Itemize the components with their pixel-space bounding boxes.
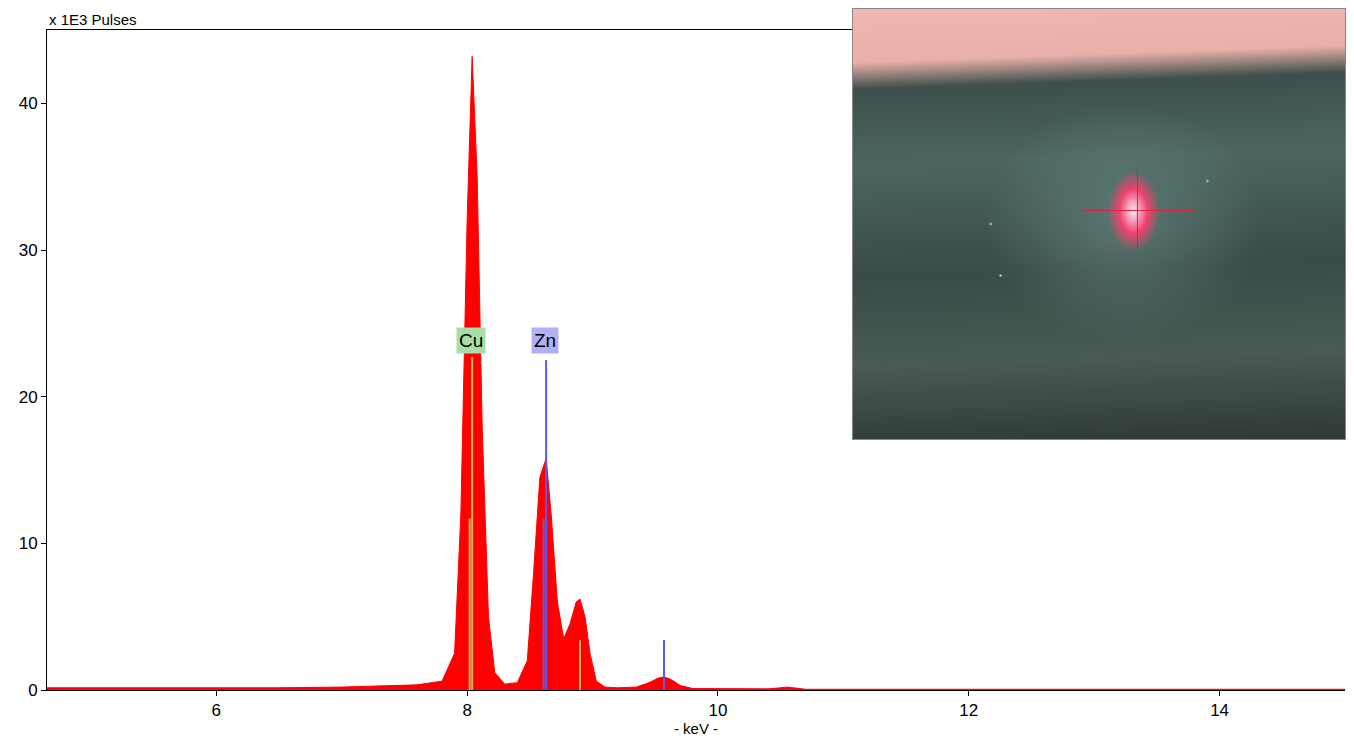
svg-text:x 1E3 Pulses: x 1E3 Pulses <box>49 11 137 28</box>
svg-text:- keV -: - keV - <box>674 720 718 737</box>
svg-text:14: 14 <box>1210 701 1229 720</box>
svg-text:0: 0 <box>28 681 37 700</box>
svg-text:12: 12 <box>959 701 978 720</box>
svg-text:10: 10 <box>708 701 727 720</box>
svg-text:10: 10 <box>19 534 38 553</box>
svg-text:20: 20 <box>19 388 38 407</box>
svg-text:8: 8 <box>462 701 471 720</box>
svg-text:Zn: Zn <box>534 330 556 351</box>
svg-text:Cu: Cu <box>459 330 483 351</box>
svg-text:40: 40 <box>19 94 38 113</box>
svg-text:6: 6 <box>212 701 221 720</box>
svg-text:30: 30 <box>19 241 38 260</box>
